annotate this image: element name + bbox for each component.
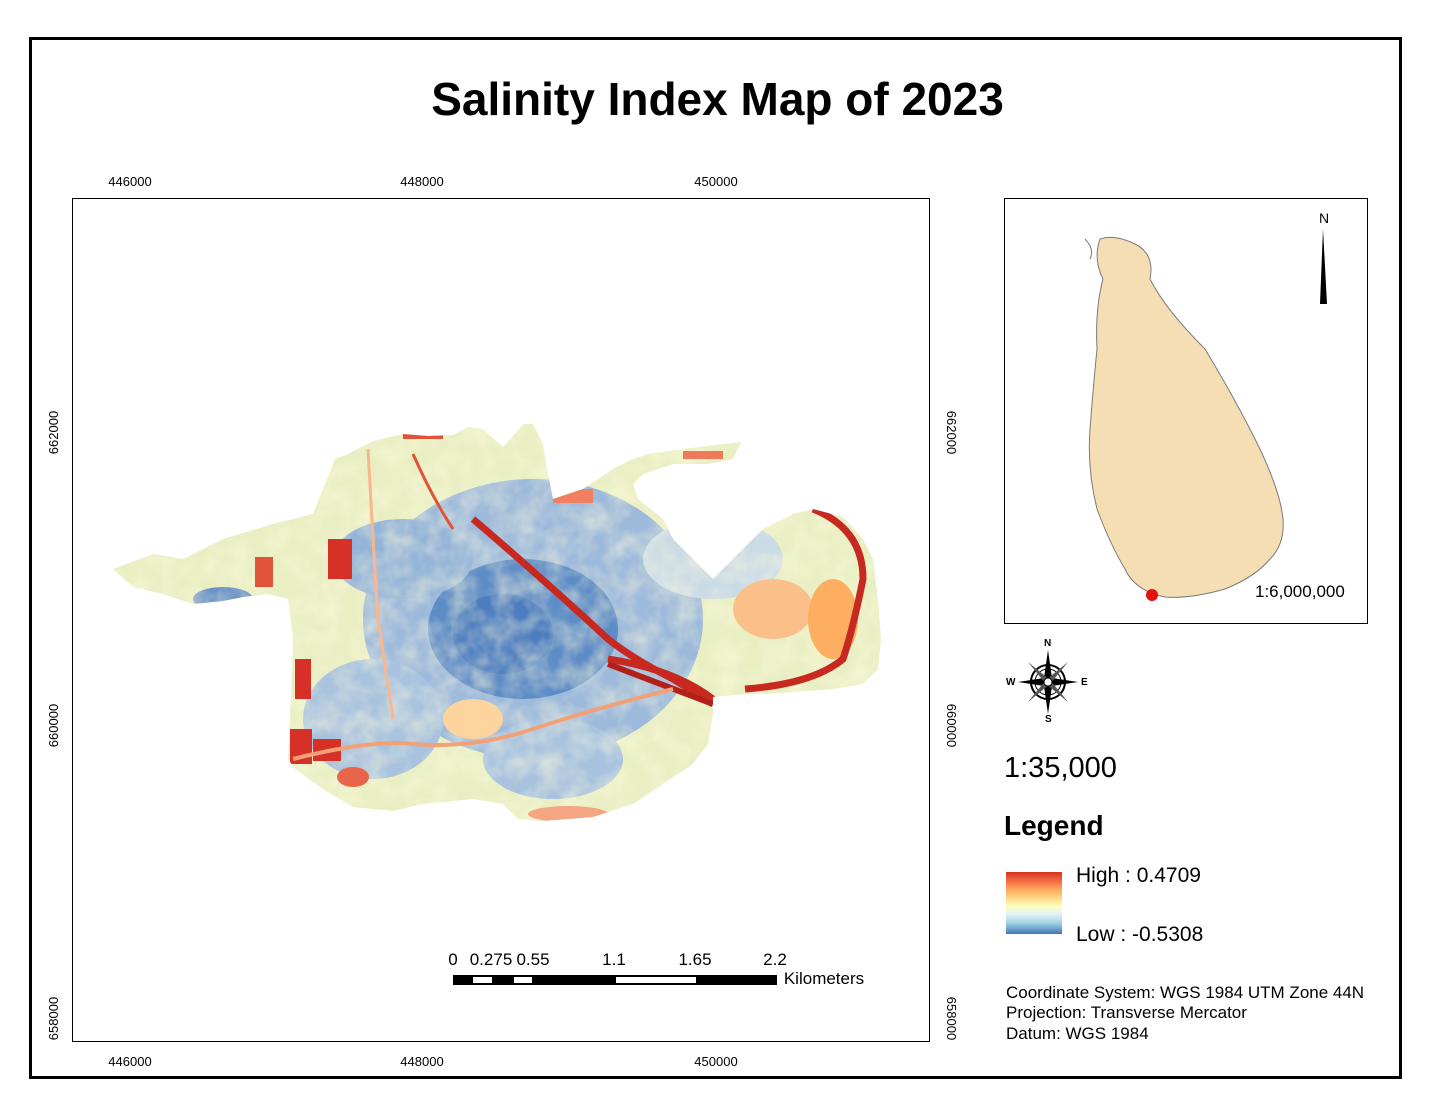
inset-map-frame: N 1:6,000,000: [1004, 198, 1368, 624]
scalebar-label-3: 1.1: [602, 950, 626, 969]
map-title: Salinity Index Map of 2023: [431, 73, 1004, 125]
y-tick-left-3: 658000: [46, 996, 62, 1041]
scalebar-label-0: 0: [448, 950, 458, 969]
scalebar-units: Kilometers: [783, 969, 865, 988]
projection: Projection: Transverse Mercator: [1006, 1003, 1247, 1022]
main-map-frame: [72, 198, 930, 1042]
salinity-raster: [113, 424, 881, 821]
inset-north-label: N: [1319, 210, 1330, 226]
legend-high-label: High : 0.4709: [1076, 864, 1201, 887]
scalebar-label-2: 0.55: [516, 950, 550, 969]
x-tick-top-2: 448000: [400, 174, 444, 189]
datum: Datum: WGS 1984: [1006, 1024, 1149, 1043]
x-tick-bottom-2: 448000: [400, 1054, 444, 1069]
map-layout-frame: [29, 37, 1402, 1079]
legend-color-ramp: [1006, 872, 1062, 934]
inset-scale: 1:6,000,000: [1255, 582, 1345, 601]
compass-n: N: [1044, 638, 1052, 649]
y-tick-left-2: 660000: [46, 703, 62, 748]
scalebar-label-1: 0.275: [469, 950, 513, 969]
y-tick-right-3: 658000: [944, 996, 960, 1041]
north-arrow-icon: [1320, 229, 1327, 304]
y-tick-left-1: 662000: [46, 410, 62, 455]
legend-low-label: Low : -0.5308: [1076, 923, 1204, 946]
compass-rose-icon: N S W E: [1004, 638, 1092, 726]
x-tick-bottom-3: 450000: [694, 1054, 738, 1069]
y-tick-right-2: 660000: [944, 703, 960, 748]
sri-lanka-locator-map: [1084, 229, 1327, 601]
scalebar-label-4: 1.65: [678, 950, 712, 969]
y-tick-right-1: 662000: [944, 410, 960, 455]
scalebar-label-5: 2.2: [763, 950, 787, 969]
legend-title: Legend: [1004, 810, 1104, 841]
scale-ratio: 1:35,000: [1004, 752, 1117, 784]
coordinate-system: Coordinate System: WGS 1984 UTM Zone 44N: [1006, 983, 1365, 1002]
compass-e: E: [1081, 677, 1088, 688]
x-tick-top-3: 450000: [694, 174, 738, 189]
study-area-marker: [1146, 589, 1158, 601]
scale-bar: [453, 975, 777, 985]
x-tick-bottom-1: 446000: [108, 1054, 152, 1069]
compass-w: W: [1006, 677, 1016, 688]
x-tick-top-1: 446000: [108, 174, 152, 189]
compass-s: S: [1045, 714, 1052, 725]
